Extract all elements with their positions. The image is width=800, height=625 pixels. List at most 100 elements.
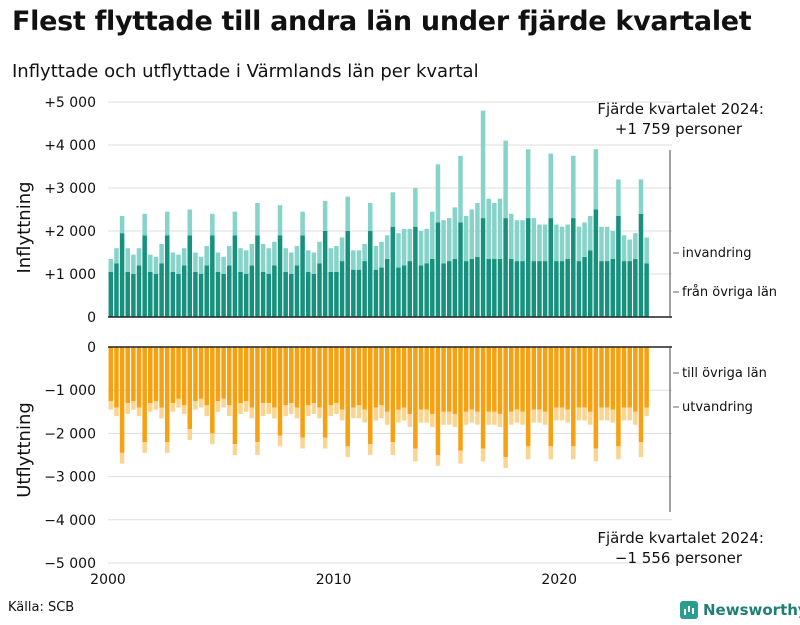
bar-invandring bbox=[424, 228, 429, 264]
bar-fran-ovriga-lan bbox=[368, 231, 373, 317]
bar-invandring bbox=[565, 224, 570, 259]
bar-utvandring bbox=[407, 413, 412, 427]
bar-invandring bbox=[356, 250, 362, 270]
bar-utvandring bbox=[255, 442, 260, 455]
bar-till-ovriga-lan bbox=[559, 347, 565, 408]
bar-till-ovriga-lan bbox=[294, 347, 300, 408]
bar-invandring bbox=[136, 248, 142, 266]
bar-till-ovriga-lan bbox=[441, 347, 446, 412]
bar-invandring bbox=[576, 226, 582, 262]
bar-utvandring bbox=[334, 403, 339, 414]
legend-label: utvandring bbox=[682, 400, 753, 415]
bar-till-ovriga-lan bbox=[170, 347, 176, 404]
bar-invandring bbox=[446, 218, 452, 262]
bar-invandring bbox=[463, 215, 469, 262]
bar-fran-ovriga-lan bbox=[531, 261, 537, 317]
bar-fran-ovriga-lan bbox=[164, 235, 170, 317]
bar-invandring bbox=[616, 179, 621, 216]
bar-till-ovriga-lan bbox=[108, 347, 114, 401]
bar-fran-ovriga-lan bbox=[114, 263, 119, 317]
bar-fran-ovriga-lan bbox=[170, 271, 176, 317]
bar-invandring bbox=[125, 248, 130, 272]
bar-invandring bbox=[486, 198, 491, 259]
bar-till-ovriga-lan bbox=[424, 347, 429, 410]
bar-utvandring bbox=[537, 409, 542, 423]
bar-fran-ovriga-lan bbox=[125, 271, 130, 317]
bar-till-ovriga-lan bbox=[492, 347, 497, 412]
bar-utvandring bbox=[266, 403, 271, 414]
bar-utvandring bbox=[571, 446, 576, 460]
bar-utvandring bbox=[198, 398, 204, 408]
brand-logo[interactable]: Newsworthy bbox=[680, 601, 800, 619]
bar-till-ovriga-lan bbox=[514, 347, 520, 410]
brand-name: Newsworthy bbox=[703, 601, 800, 619]
bar-till-ovriga-lan bbox=[610, 347, 616, 410]
bar-fran-ovriga-lan bbox=[638, 213, 644, 317]
bar-till-ovriga-lan bbox=[198, 347, 204, 399]
bar-utvandring bbox=[238, 403, 243, 414]
bar-utvandring bbox=[430, 413, 435, 427]
bar-till-ovriga-lan bbox=[463, 347, 469, 412]
bar-utvandring bbox=[322, 437, 328, 449]
bar-invandring bbox=[492, 203, 497, 259]
bar-till-ovriga-lan bbox=[187, 347, 193, 430]
bar-utvandring bbox=[119, 452, 125, 464]
bar-fran-ovriga-lan bbox=[587, 250, 593, 317]
bar-fran-ovriga-lan bbox=[210, 235, 215, 317]
y-tick-label: +2 000 bbox=[44, 224, 96, 240]
bar-till-ovriga-lan bbox=[119, 347, 125, 453]
bar-utvandring bbox=[260, 403, 266, 417]
bar-fran-ovriga-lan bbox=[627, 261, 632, 317]
bar-fran-ovriga-lan bbox=[610, 258, 616, 317]
bar-invandring bbox=[204, 246, 209, 266]
bar-invandring bbox=[396, 233, 401, 268]
bar-invandring bbox=[520, 220, 525, 262]
bar-fran-ovriga-lan bbox=[204, 265, 209, 317]
bar-fran-ovriga-lan bbox=[379, 267, 384, 317]
bar-till-ovriga-lan bbox=[401, 347, 407, 408]
bar-utvandring bbox=[390, 442, 396, 455]
bar-invandring bbox=[582, 222, 587, 257]
bar-invandring bbox=[153, 256, 159, 274]
bar-utvandring bbox=[446, 411, 452, 425]
bar-invandring bbox=[368, 203, 373, 231]
bar-invandring bbox=[610, 231, 616, 259]
bar-invandring bbox=[142, 213, 147, 236]
bar-fran-ovriga-lan bbox=[435, 222, 441, 317]
bar-utvandring bbox=[469, 409, 475, 423]
bar-invandring bbox=[181, 248, 187, 266]
bar-till-ovriga-lan bbox=[210, 347, 215, 434]
bar-utvandring bbox=[368, 444, 373, 455]
bar-fran-ovriga-lan bbox=[486, 258, 491, 317]
bar-fran-ovriga-lan bbox=[559, 261, 565, 317]
bar-utvandring bbox=[633, 411, 638, 425]
bar-utvandring bbox=[435, 455, 441, 466]
bar-invandring bbox=[317, 241, 322, 264]
bar-invandring bbox=[322, 200, 328, 231]
bar-till-ovriga-lan bbox=[164, 347, 170, 443]
bar-fran-ovriga-lan bbox=[441, 263, 446, 317]
bar-utvandring bbox=[305, 405, 311, 417]
bar-fran-ovriga-lan bbox=[159, 263, 164, 317]
bar-invandring bbox=[305, 250, 311, 272]
bar-utvandring bbox=[277, 435, 283, 447]
bar-fran-ovriga-lan bbox=[424, 263, 429, 317]
bar-invandring bbox=[593, 149, 599, 210]
bar-invandring bbox=[210, 213, 215, 236]
bar-fran-ovriga-lan bbox=[390, 226, 396, 317]
bar-utvandring bbox=[187, 429, 193, 440]
bar-fran-ovriga-lan bbox=[542, 261, 548, 317]
bar-invandring bbox=[525, 149, 531, 219]
y-axis-title-bottom: Utflyttning bbox=[14, 402, 35, 498]
annotation-bottom-line1: Fjärde kvartalet 2024: bbox=[597, 529, 764, 547]
bar-till-ovriga-lan bbox=[204, 347, 209, 406]
bar-invandring bbox=[604, 226, 610, 262]
bar-invandring bbox=[272, 241, 277, 266]
bar-invandring bbox=[351, 250, 356, 270]
bar-invandring bbox=[475, 203, 480, 257]
bar-till-ovriga-lan bbox=[334, 347, 339, 404]
bar-fran-ovriga-lan bbox=[148, 271, 153, 317]
bar-utvandring bbox=[554, 407, 559, 421]
bar-invandring bbox=[452, 207, 458, 259]
bar-invandring bbox=[164, 211, 170, 236]
